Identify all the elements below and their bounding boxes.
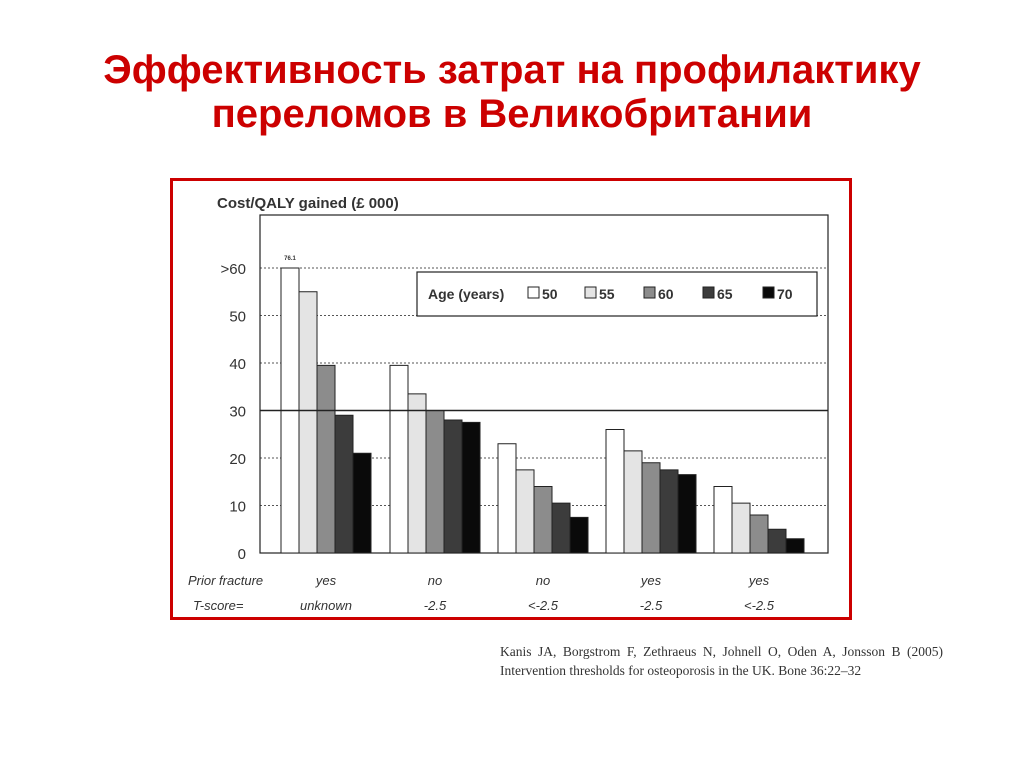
y-tick-label: 30 <box>229 404 246 421</box>
legend-label: 65 <box>717 286 733 302</box>
bar <box>407 393 427 554</box>
chart-title: Cost/QALY gained (£ 000) <box>217 195 399 212</box>
bar <box>713 486 733 554</box>
bar <box>767 528 787 554</box>
bar <box>461 421 481 554</box>
legend-label: 70 <box>777 286 793 302</box>
bar <box>443 419 463 554</box>
bar <box>605 429 625 554</box>
y-tick-label: 50 <box>229 309 246 326</box>
legend-swatch <box>527 286 540 299</box>
y-tick-label: >60 <box>221 261 246 278</box>
slide-title-line2: переломов в Великобритании <box>211 92 813 136</box>
bar <box>641 462 661 554</box>
citation: Kanis JA, Borgstrom F, Zethraeus N, John… <box>500 644 943 678</box>
slide-title: Эффективность затрат на профилактику пер… <box>0 48 1024 136</box>
bar <box>316 364 336 554</box>
x-label-t-score: <-2.5 <box>528 598 559 613</box>
bar <box>389 364 409 554</box>
bar <box>551 502 571 554</box>
bar <box>533 486 553 554</box>
bar <box>352 452 372 554</box>
legend-label: 55 <box>599 286 615 302</box>
bar <box>659 469 679 554</box>
y-tick-label: 40 <box>229 356 246 373</box>
x-label-prior-fracture: yes <box>315 573 337 588</box>
bar <box>497 443 517 554</box>
x-label-t-score: -2.5 <box>424 598 447 613</box>
row-label-prior-fracture: Prior fracture <box>188 573 263 588</box>
bar <box>731 502 751 554</box>
legend-swatch <box>762 286 775 299</box>
x-label-prior-fracture: yes <box>640 573 662 588</box>
bar <box>515 469 535 554</box>
row-label-t-score: T-score= <box>193 598 244 613</box>
bar <box>298 291 318 554</box>
y-tick-label: 20 <box>229 451 246 468</box>
x-label-prior-fracture: no <box>536 573 550 588</box>
y-tick-label: 0 <box>238 546 246 563</box>
chart: Cost/QALY gained (£ 000) 0 10 20 30 40 50 >60 ye… <box>188 195 829 613</box>
y-tick-label: 10 <box>229 499 246 516</box>
bar <box>677 474 697 554</box>
x-label-prior-fracture: yes <box>748 573 770 588</box>
legend-swatch <box>584 286 597 299</box>
x-label-t-score: -2.5 <box>640 598 663 613</box>
legend-label: 60 <box>658 286 674 302</box>
legend-box <box>416 271 818 317</box>
bar <box>785 538 805 554</box>
bar <box>749 514 769 554</box>
bar-annotation: 76.1 <box>284 256 296 262</box>
bar <box>623 450 643 554</box>
legend-swatch <box>643 286 656 299</box>
slide-title-line1: Эффективность затрат на профилактику <box>103 48 921 92</box>
bar <box>569 516 589 554</box>
x-label-t-score: <-2.5 <box>744 598 775 613</box>
legend-label: 50 <box>542 286 558 302</box>
legend-swatch <box>702 286 715 299</box>
x-label-prior-fracture: no <box>428 573 442 588</box>
x-label-t-score: unknown <box>300 598 352 613</box>
legend-title: Age (years) <box>428 286 504 302</box>
bar <box>425 410 445 554</box>
chart-frame: Cost/QALY gained (£ 000) 0 10 20 30 40 50 >60 ye… <box>170 178 852 620</box>
bar <box>334 414 354 554</box>
